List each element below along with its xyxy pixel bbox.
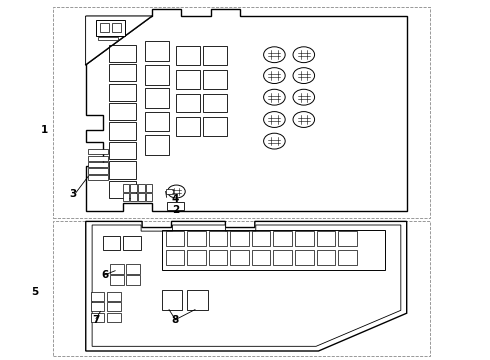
Bar xyxy=(109,45,136,62)
Bar xyxy=(53,221,430,356)
Bar xyxy=(122,184,129,192)
Bar xyxy=(88,162,108,167)
Bar xyxy=(145,41,169,61)
Bar xyxy=(107,302,121,311)
Bar xyxy=(295,250,314,265)
Bar xyxy=(126,264,140,274)
Bar xyxy=(109,142,136,159)
Text: 3: 3 xyxy=(69,189,76,199)
Bar xyxy=(187,250,206,265)
Polygon shape xyxy=(86,9,407,211)
Bar xyxy=(109,84,136,101)
Text: 2: 2 xyxy=(172,204,179,215)
Bar xyxy=(110,264,124,274)
Circle shape xyxy=(293,112,315,127)
Bar xyxy=(167,202,184,210)
Bar xyxy=(145,135,169,155)
Polygon shape xyxy=(86,17,151,64)
Bar xyxy=(295,231,314,246)
Circle shape xyxy=(168,185,185,198)
Bar xyxy=(109,181,136,198)
Bar xyxy=(145,112,169,131)
Bar xyxy=(91,302,104,311)
Bar xyxy=(146,193,152,201)
Bar xyxy=(187,290,208,310)
Circle shape xyxy=(264,47,285,63)
Bar xyxy=(230,231,249,246)
Bar xyxy=(91,292,104,301)
Text: 5: 5 xyxy=(32,287,39,297)
Bar xyxy=(112,23,121,32)
Circle shape xyxy=(264,133,285,149)
Bar xyxy=(110,275,124,285)
Bar xyxy=(122,193,129,201)
Bar xyxy=(203,94,227,112)
Bar xyxy=(209,250,227,265)
Bar xyxy=(176,46,200,65)
Bar xyxy=(273,250,292,265)
Bar xyxy=(317,250,335,265)
Bar xyxy=(166,189,173,194)
Bar xyxy=(88,149,108,154)
Bar xyxy=(88,156,108,161)
Bar xyxy=(123,236,141,250)
Bar xyxy=(176,94,200,112)
Bar xyxy=(209,231,227,246)
Circle shape xyxy=(293,68,315,84)
Bar xyxy=(126,275,140,285)
Bar xyxy=(176,117,200,136)
Bar xyxy=(107,313,121,322)
Circle shape xyxy=(264,89,285,105)
Text: 6: 6 xyxy=(102,270,109,280)
Bar xyxy=(103,236,120,250)
Bar xyxy=(138,184,145,192)
Polygon shape xyxy=(92,225,401,346)
Circle shape xyxy=(264,68,285,84)
Circle shape xyxy=(293,89,315,105)
Bar xyxy=(109,122,136,140)
Bar xyxy=(98,37,118,40)
Bar xyxy=(166,231,184,246)
Bar xyxy=(88,175,108,180)
Bar xyxy=(187,231,206,246)
Bar xyxy=(317,231,335,246)
Bar xyxy=(138,193,145,201)
Bar xyxy=(166,250,184,265)
Circle shape xyxy=(264,112,285,127)
Bar xyxy=(96,20,125,36)
Bar xyxy=(203,117,227,136)
Bar xyxy=(230,250,249,265)
Polygon shape xyxy=(86,16,152,65)
Bar xyxy=(338,250,357,265)
Bar xyxy=(100,23,109,32)
Bar xyxy=(88,168,108,174)
Bar xyxy=(91,313,104,322)
Bar xyxy=(203,70,227,89)
Polygon shape xyxy=(86,221,407,351)
Bar xyxy=(130,193,137,201)
Circle shape xyxy=(293,47,315,63)
Bar xyxy=(109,103,136,120)
Bar xyxy=(109,64,136,81)
Bar xyxy=(146,184,152,192)
Bar xyxy=(176,70,200,89)
Bar xyxy=(162,230,385,270)
Bar xyxy=(145,65,169,85)
Bar xyxy=(53,7,430,218)
Bar xyxy=(107,292,121,301)
Bar xyxy=(338,231,357,246)
Text: 1: 1 xyxy=(41,125,48,135)
Bar xyxy=(130,184,137,192)
Bar xyxy=(145,88,169,108)
Bar xyxy=(203,46,227,65)
Text: 4: 4 xyxy=(172,194,179,204)
Bar xyxy=(109,161,136,179)
Text: 7: 7 xyxy=(92,315,100,325)
Text: 8: 8 xyxy=(172,315,179,325)
Bar xyxy=(273,231,292,246)
Bar xyxy=(162,290,182,310)
Bar xyxy=(252,250,270,265)
Bar xyxy=(252,231,270,246)
